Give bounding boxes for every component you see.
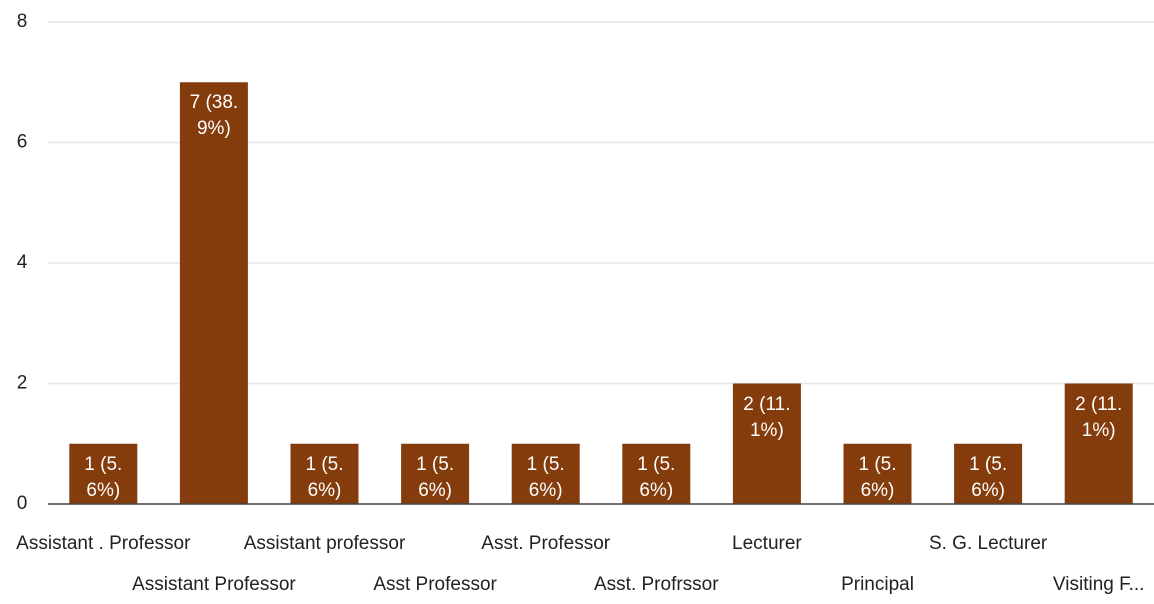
bar — [290, 443, 359, 504]
bar — [622, 443, 691, 504]
bar — [843, 443, 912, 504]
y-tick-label: 0 — [17, 493, 28, 514]
bar — [1064, 383, 1133, 504]
y-tick-label: 4 — [17, 252, 28, 273]
value-label: 1 (5.6%) — [305, 453, 344, 501]
value-label-box: 1 (5.6%) — [84, 453, 123, 501]
x-tick-label: Assistant Professor — [132, 574, 296, 595]
value-label-box: 1 (5.6%) — [969, 453, 1008, 501]
value-label-box: 1 (5.6%) — [858, 453, 897, 501]
value-label-box: 1 (5.6%) — [526, 453, 565, 501]
value-label-box: 2 (11.1%) — [1075, 393, 1123, 441]
value-label: 7 (38.9%) — [189, 92, 239, 140]
value-label-box: 1 (5.6%) — [416, 453, 455, 501]
value-label: 1 (5.6%) — [526, 453, 565, 501]
bar — [401, 443, 470, 504]
bar — [179, 82, 248, 504]
x-tick-label: Lecturer — [732, 533, 802, 554]
value-label-box: 1 (5.6%) — [637, 453, 676, 501]
x-tick-label: Asst Professor — [373, 574, 497, 595]
y-tick-label: 8 — [17, 11, 28, 32]
x-tick-label: Asst. Professor — [481, 533, 610, 554]
x-tick-label: Principal — [841, 574, 914, 595]
bar — [69, 443, 138, 504]
y-tick-label: 6 — [17, 132, 28, 153]
value-label: 2 (11.1%) — [1075, 393, 1123, 441]
y-tick-label: 2 — [17, 373, 28, 394]
x-tick-label: S. G. Lecturer — [929, 533, 1048, 554]
x-tick-label: Visiting F... — [1053, 574, 1145, 595]
x-tick-label: Assistant . Professor — [16, 533, 191, 554]
bar — [954, 443, 1023, 504]
value-label: 1 (5.6%) — [84, 453, 123, 501]
x-tick-label: Assistant professor — [244, 533, 406, 554]
value-label-box: 7 (38.9%) — [189, 92, 239, 140]
value-label: 1 (5.6%) — [637, 453, 676, 501]
x-tick-label: Asst. Profrssor — [594, 574, 719, 595]
value-label-box: 2 (11.1%) — [743, 393, 791, 441]
bar — [511, 443, 580, 504]
value-label: 1 (5.6%) — [416, 453, 455, 501]
bar — [732, 383, 801, 504]
value-label: 1 (5.6%) — [969, 453, 1008, 501]
value-label: 1 (5.6%) — [858, 453, 897, 501]
value-label: 2 (11.1%) — [743, 393, 791, 441]
value-label-box: 1 (5.6%) — [305, 453, 344, 501]
